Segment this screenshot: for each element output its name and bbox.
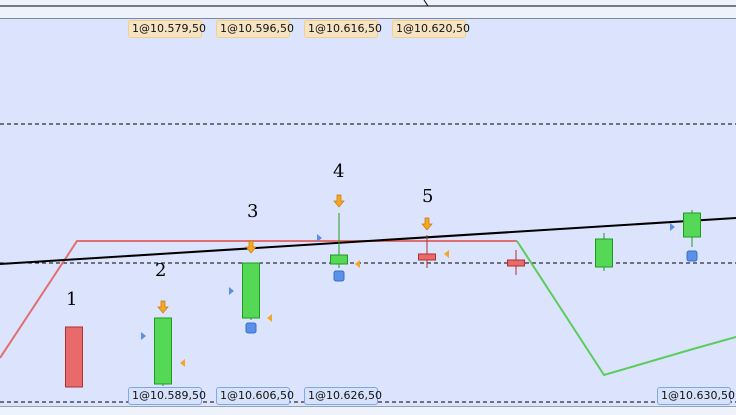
sell-order-tag[interactable]: 1@10.579,50: [128, 20, 206, 38]
blue-square-marker-icon: [245, 322, 257, 334]
triangle-right-icon: [317, 234, 322, 242]
wave-label: 2: [155, 260, 167, 281]
top-panel: [0, 0, 736, 19]
buy-order-tag[interactable]: 1@10.630,50: [657, 387, 735, 405]
bottom-panel: [0, 406, 736, 415]
wave-label: 3: [247, 201, 259, 222]
candle-body: [418, 253, 436, 261]
signal-line-green: [516, 240, 736, 377]
buy-order-tag[interactable]: 1@10.626,50: [304, 387, 382, 405]
trend-line: [0, 217, 736, 265]
sell-order-tag[interactable]: 1@10.620,50: [392, 20, 470, 38]
blue-square-marker-icon: [686, 250, 698, 262]
triangle-right-icon: [141, 332, 146, 340]
wave-label: 4: [333, 161, 345, 182]
down-arrow-icon: [333, 194, 345, 208]
triangle-left-icon: [444, 250, 449, 258]
down-arrow-icon: [157, 300, 169, 314]
candle-body: [65, 326, 83, 388]
candle-body: [330, 254, 348, 265]
wave-label: 1: [66, 289, 78, 310]
triangle-left-icon: [355, 260, 360, 268]
down-arrow-icon: [421, 217, 433, 231]
candle-body: [154, 317, 172, 385]
triangle-left-icon: [180, 359, 185, 367]
buy-order-tag[interactable]: 1@10.606,50: [216, 387, 294, 405]
wave-label: 5: [422, 186, 434, 207]
triangle-right-icon: [670, 223, 675, 231]
price-chart[interactable]: [0, 19, 736, 406]
down-arrow-icon: [245, 240, 257, 254]
sell-order-tag[interactable]: 1@10.616,50: [304, 20, 382, 38]
candle-body: [683, 212, 701, 238]
candle-body: [242, 262, 260, 319]
sell-order-tag[interactable]: 1@10.596,50: [216, 20, 294, 38]
candle-body: [595, 238, 613, 268]
triangle-right-icon: [229, 287, 234, 295]
blue-square-marker-icon: [333, 270, 345, 282]
buy-order-tag[interactable]: 1@10.589,50: [128, 387, 206, 405]
candle-body: [507, 259, 525, 267]
triangle-left-icon: [267, 314, 272, 322]
top-panel-trace: [423, 0, 429, 7]
